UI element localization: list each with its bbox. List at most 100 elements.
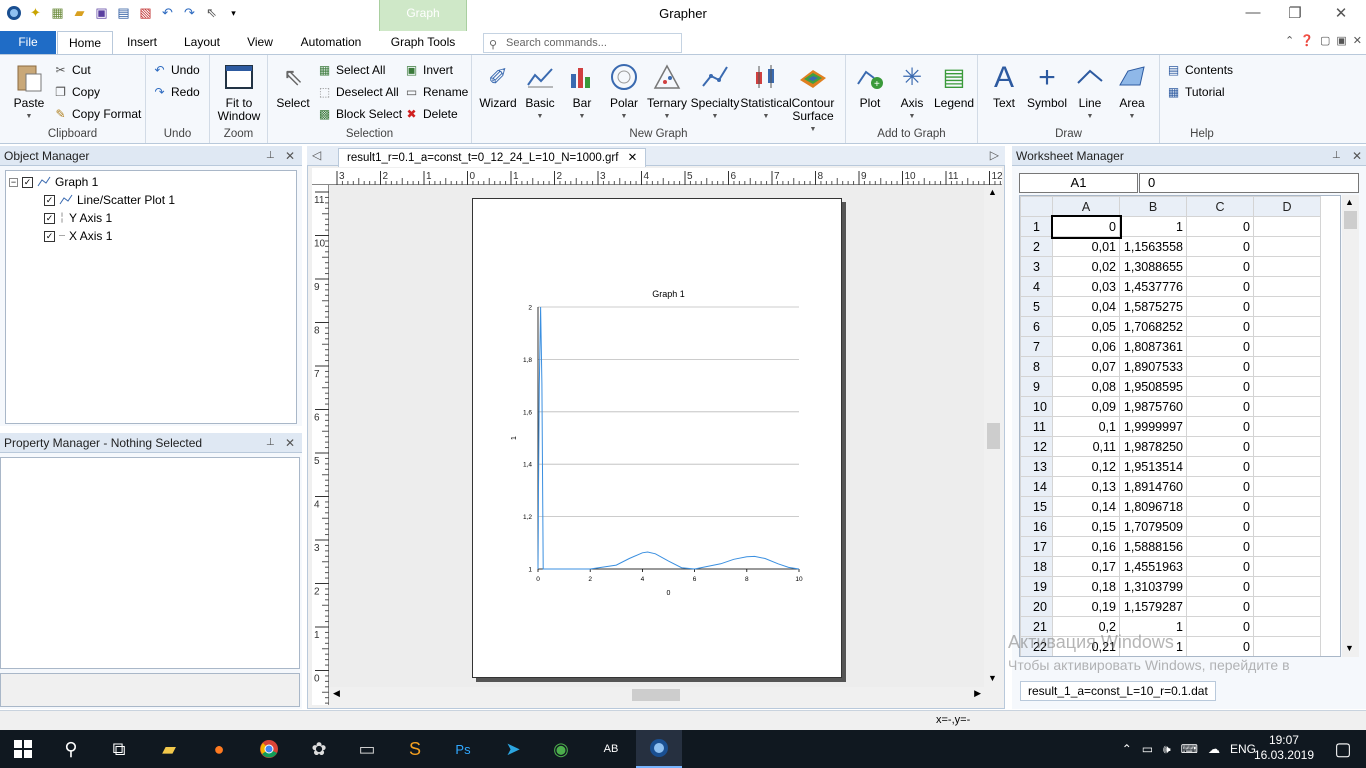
deselect-all-button[interactable]: ⬚ Deselect All (318, 85, 399, 99)
row-header[interactable]: 5 (1020, 296, 1053, 317)
cell[interactable]: 0,14 (1052, 496, 1120, 517)
cell[interactable]: 0 (1186, 356, 1254, 377)
checkbox[interactable]: ✓ (44, 212, 55, 224)
cell[interactable]: 1,8914760 (1119, 476, 1187, 497)
paste-button[interactable]: Paste ▼ (8, 61, 50, 123)
cell[interactable]: 0 (1186, 436, 1254, 457)
undo-button[interactable]: ↶ Undo (152, 60, 199, 80)
new-worksheet-icon[interactable]: ▦ (51, 5, 64, 20)
cell[interactable]: 0 (1186, 316, 1254, 337)
start-windows-icon[interactable] (0, 730, 46, 768)
scroll-up-icon[interactable]: ▲ (1345, 197, 1354, 207)
scroll-right-icon[interactable]: ▶ (974, 688, 981, 698)
volume-icon[interactable]: 🕪 (1163, 741, 1171, 756)
cell[interactable]: 0 (1186, 296, 1254, 317)
tab-view[interactable]: View (247, 35, 273, 49)
column-header[interactable]: A (1052, 196, 1120, 217)
row-header[interactable]: 15 (1020, 496, 1053, 517)
minimize-doc-icon[interactable]: ▣ (1336, 35, 1347, 47)
tree-item-x-axis[interactable]: ✓ ┄ X Axis 1 (44, 229, 113, 243)
app-lotus-icon[interactable]: ✿ (311, 738, 327, 759)
row-header[interactable]: 12 (1020, 436, 1053, 457)
tree-item-graph[interactable]: − ✓ Graph 1 (9, 175, 99, 189)
delete-button[interactable]: ✖ Delete (404, 104, 457, 124)
cell[interactable]: 0 (1186, 216, 1254, 237)
column-header[interactable]: B (1119, 196, 1187, 217)
close-panel-icon[interactable]: ✕ (285, 149, 296, 163)
onedrive-icon[interactable]: ☁ (1207, 742, 1220, 756)
search-icon[interactable]: ⚲ (64, 738, 78, 759)
cell[interactable] (1253, 376, 1321, 397)
tab-scroll-left-icon[interactable]: ◁ (312, 148, 322, 162)
ternary-button[interactable]: Ternary ▼ (646, 61, 688, 123)
cell[interactable]: 1,9999997 (1119, 416, 1187, 437)
cell[interactable]: 0,17 (1052, 556, 1120, 577)
redo-button[interactable]: ↷ Redo (152, 82, 199, 102)
cell[interactable] (1253, 296, 1321, 317)
row-header[interactable]: 6 (1020, 316, 1053, 337)
scroll-thumb[interactable] (632, 689, 680, 701)
graph-page[interactable]: Graph 1 1 1,2 1,4 1,6 1,8 2 0 2 4 6 8 10 0 1 (472, 198, 842, 678)
close-doc-icon[interactable]: ▧ (139, 5, 152, 20)
polar-button[interactable]: Polar ▼ (606, 61, 642, 123)
checkbox[interactable]: ✓ (44, 194, 55, 206)
cell[interactable]: 0,12 (1052, 456, 1120, 477)
cell[interactable]: 1,1563558 (1119, 236, 1187, 257)
column-header[interactable]: C (1186, 196, 1254, 217)
cell[interactable]: 0 (1186, 636, 1254, 656)
help-icon[interactable]: ❓ (1300, 35, 1314, 47)
checkbox[interactable]: ✓ (44, 230, 55, 242)
cell[interactable]: 0,02 (1052, 256, 1120, 277)
cell[interactable] (1253, 576, 1321, 597)
chrome-icon[interactable] (246, 730, 292, 768)
undo-icon[interactable]: ↶ (162, 5, 173, 20)
cell[interactable]: 0,16 (1052, 536, 1120, 557)
row-header[interactable]: 1 (1020, 216, 1053, 237)
cell[interactable]: 0,11 (1052, 436, 1120, 457)
cell[interactable] (1253, 536, 1321, 557)
row-header[interactable]: 13 (1020, 456, 1053, 477)
cell[interactable]: 1,9878250 (1119, 436, 1187, 457)
cell[interactable]: 0,05 (1052, 316, 1120, 337)
cell[interactable]: 0 (1186, 376, 1254, 397)
battery-icon[interactable]: ▭ (1141, 742, 1154, 756)
network-icon[interactable]: ⌨ (1180, 742, 1198, 756)
cell[interactable] (1253, 416, 1321, 437)
cell[interactable] (1253, 496, 1321, 517)
row-header[interactable]: 7 (1020, 336, 1053, 357)
cell[interactable]: 0,09 (1052, 396, 1120, 417)
close-tab-icon[interactable]: ✕ (627, 152, 638, 164)
cell[interactable]: 0,15 (1052, 516, 1120, 537)
cell[interactable]: 0,19 (1052, 596, 1120, 617)
cell[interactable]: 1,3103799 (1119, 576, 1187, 597)
wizard-button[interactable]: ✐ Wizard (478, 61, 518, 110)
vertical-scrollbar[interactable]: ▲ ▼ (985, 185, 1002, 687)
new-icon[interactable]: ✦ (30, 5, 41, 20)
cell[interactable]: 0 (1186, 516, 1254, 537)
invert-button[interactable]: ▣ Invert (405, 63, 454, 77)
search-input[interactable]: ⚲ Search commands... (483, 33, 682, 53)
line-button[interactable]: Line ▼ (1072, 61, 1108, 123)
app-logo-icon[interactable] (4, 3, 23, 23)
cell[interactable] (1253, 616, 1321, 637)
cell[interactable]: 0,03 (1052, 276, 1120, 297)
close-button[interactable]: ✕ (1334, 5, 1348, 22)
globe-app-icon[interactable]: ◉ (553, 738, 569, 759)
tree-item-y-axis[interactable]: ✓ ╎ Y Axis 1 (44, 211, 113, 225)
save-icon[interactable]: ▣ (95, 5, 108, 20)
cell[interactable] (1253, 216, 1321, 237)
collapse-icon[interactable]: − (9, 176, 18, 187)
firefox-icon[interactable]: ● (213, 738, 225, 759)
cell[interactable] (1253, 276, 1321, 297)
cell[interactable]: 1,1579287 (1119, 596, 1187, 617)
cell[interactable]: 0 (1186, 476, 1254, 497)
redo-icon[interactable]: ↷ (184, 5, 195, 20)
tab-file[interactable]: File (0, 31, 56, 54)
minimize-button[interactable]: — (1245, 4, 1261, 21)
row-header[interactable]: 9 (1020, 376, 1053, 397)
tab-scroll-right-icon[interactable]: ▷ (989, 148, 999, 162)
notification-icon[interactable]: ▢ (1334, 738, 1352, 759)
cell[interactable]: 0 (1186, 616, 1254, 637)
cell[interactable] (1253, 336, 1321, 357)
